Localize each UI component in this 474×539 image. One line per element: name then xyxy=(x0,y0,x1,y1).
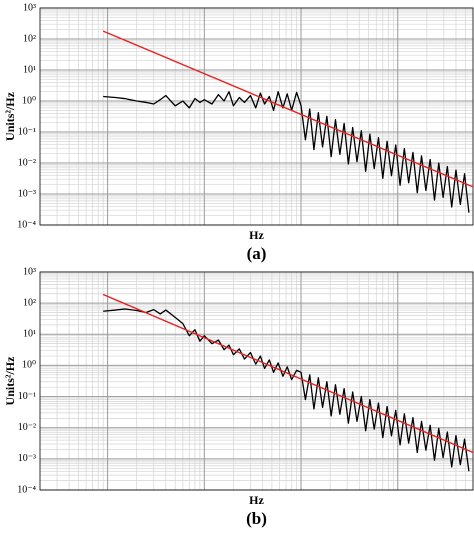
caption: (b) xyxy=(246,509,267,528)
panel: 10⁻⁴ 10⁻³ 10⁻² 10⁻¹ 10⁰ 10¹ 10² 10³ Hz Units²/Hz (… xyxy=(3,266,474,528)
y-tick-label: 10¹ xyxy=(23,329,36,340)
y-axis-label: Units²/Hz xyxy=(3,91,17,141)
plot-frame xyxy=(39,7,474,226)
y-axis-label: Units²/Hz xyxy=(3,356,17,406)
series-line xyxy=(103,308,470,472)
y-tick-label: 10³ xyxy=(23,2,36,13)
y-tick-label: 10⁰ xyxy=(22,360,36,371)
y-tick-label: 10⁻³ xyxy=(18,453,36,464)
y-tick-label: 10² xyxy=(23,33,36,44)
panel: 10⁻⁴ 10⁻³ 10⁻² 10⁻¹ 10⁰ 10¹ 10² 10³ Hz Units²/Hz (… xyxy=(3,2,474,263)
y-tick-label: 10⁻² xyxy=(18,157,36,168)
y-tick-label: 10⁻¹ xyxy=(18,126,36,137)
series-line xyxy=(102,30,473,188)
y-tick-label: 10⁻² xyxy=(18,422,36,433)
y-tick-label: 10⁰ xyxy=(22,95,36,106)
y-tick-label: 10² xyxy=(23,297,36,308)
series-line xyxy=(102,293,473,454)
caption: (a) xyxy=(247,244,267,263)
plot-area xyxy=(40,272,473,490)
x-axis-label: Hz xyxy=(249,228,264,242)
y-tick-label: 10⁻³ xyxy=(18,188,36,199)
y-tick-label: 10⁻⁴ xyxy=(17,219,36,230)
y-tick-label: 10⁻¹ xyxy=(18,391,36,402)
y-tick-label: 10⁻⁴ xyxy=(17,484,36,495)
plot-frame xyxy=(39,271,474,491)
x-axis-label: Hz xyxy=(249,493,264,507)
series-line xyxy=(103,91,470,213)
plot-area xyxy=(40,8,473,225)
y-tick-label: 10¹ xyxy=(23,64,36,75)
y-tick-label: 10³ xyxy=(23,266,36,277)
